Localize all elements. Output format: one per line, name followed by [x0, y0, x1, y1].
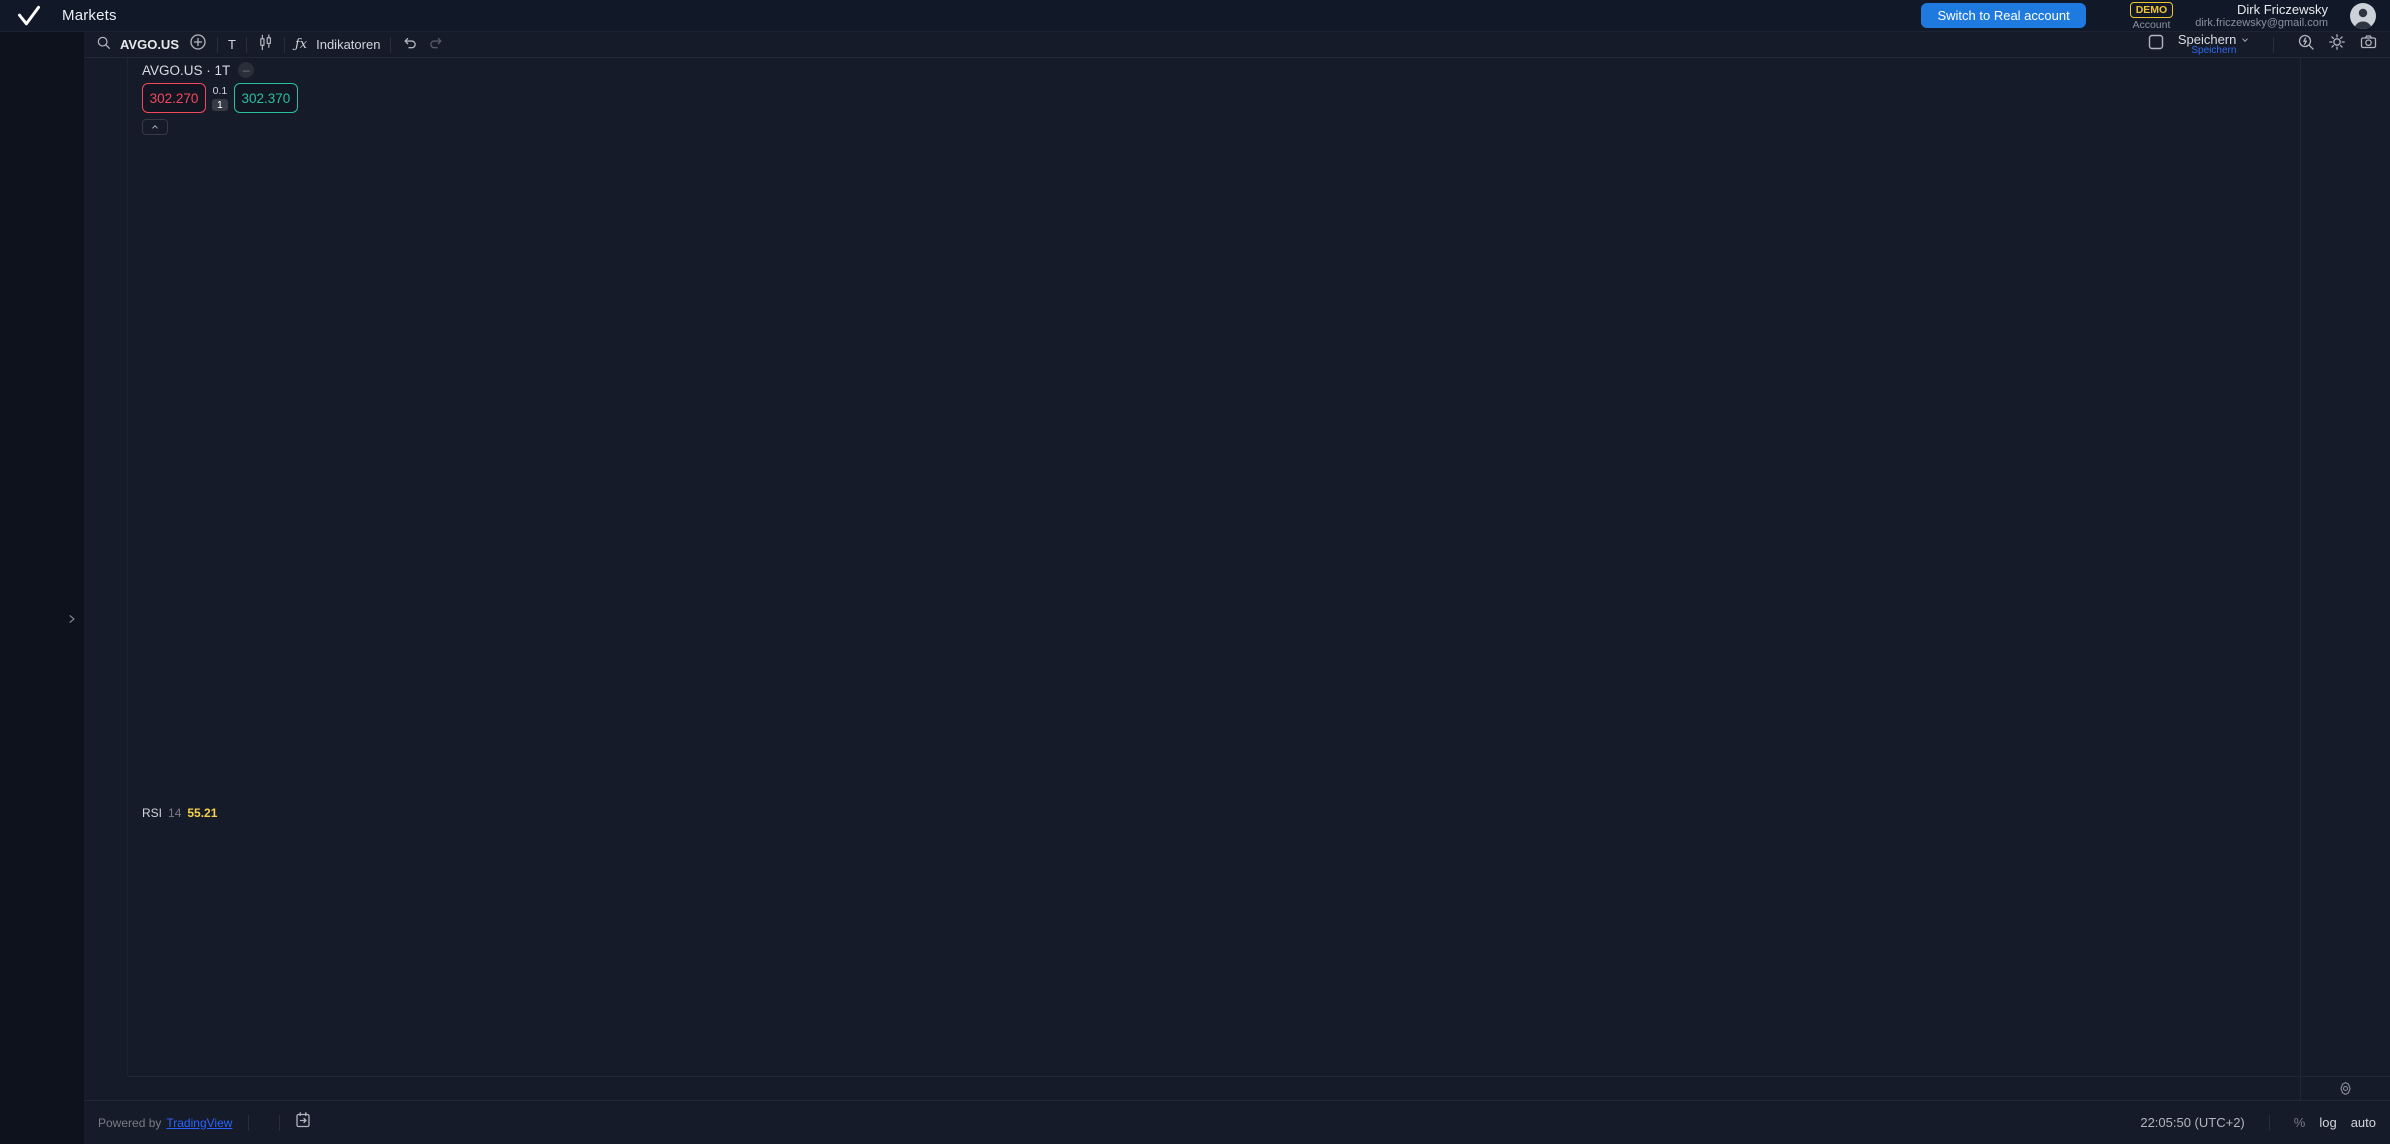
chart-legend: AVGO.US · 1T – 302.270 0.1 1 302.370 [142, 62, 298, 135]
rsi-name: RSI [142, 806, 163, 820]
demo-badge: DEMO [2129, 2, 2174, 18]
search-icon [96, 35, 111, 55]
toolbar-divider [390, 36, 392, 53]
compare-add-icon[interactable] [189, 33, 207, 56]
indicators-button[interactable]: ƒx Indikatoren [295, 37, 380, 52]
chart-widget: AVGO.US T ƒx Indikatoren Speichern Speic… [84, 32, 2390, 1144]
candle-style-icon[interactable] [257, 33, 274, 56]
log-scale-button[interactable]: log [2319, 1115, 2337, 1130]
toolbar-divider [283, 36, 285, 53]
app-sidebar [0, 32, 42, 1144]
bottom-bar-right: 22:05:50 (UTC+2) % log auto [2140, 1114, 2376, 1131]
demo-account-badge: DEMO Account [2129, 0, 2174, 31]
drawing-toolbar [84, 58, 128, 1076]
save-tooltip: Speichern [2191, 44, 2237, 56]
redo-icon[interactable] [428, 34, 445, 56]
interval-button[interactable]: T [228, 37, 236, 52]
symbol-search[interactable]: AVGO.US [96, 35, 179, 55]
clock-label[interactable]: 22:05:50 (UTC+2) [2140, 1115, 2245, 1130]
rsi-value: 55.21 [187, 806, 218, 820]
auto-scale-button[interactable]: auto [2350, 1115, 2376, 1130]
time-axis[interactable] [128, 1076, 2300, 1100]
save-button[interactable]: Speichern Speichern [2177, 31, 2250, 56]
switch-to-real-account-button[interactable]: Switch to Real account [1921, 3, 2086, 28]
expand-panel-chevron-icon[interactable] [66, 612, 78, 631]
tradingview-link[interactable]: TradingView [166, 1115, 233, 1130]
buy-button[interactable]: 302.370 [233, 83, 298, 113]
toolbar-divider [245, 36, 247, 53]
demo-badge-label: Account [2132, 19, 2171, 31]
bottom-divider [2268, 1114, 2270, 1131]
legend-collapse-icon[interactable]: – [238, 62, 255, 78]
camera-icon[interactable] [2359, 33, 2378, 56]
undo-icon[interactable] [401, 34, 418, 56]
percent-scale-button[interactable]: % [2293, 1115, 2306, 1130]
user-info[interactable]: Dirk Friczewsky dirk.friczewsky@gmail.co… [2195, 2, 2328, 29]
toolbar-divider [217, 36, 218, 53]
top-bar: Markets Switch to Real account DEMO Acco… [0, 0, 2390, 32]
spread-display: 0.1 1 [212, 85, 228, 111]
quantity-value[interactable]: 1 [212, 99, 228, 111]
rsi-params: 14 [168, 806, 182, 820]
checkbox-layout-icon[interactable] [2147, 33, 2165, 56]
chart-toolbar: AVGO.US T ƒx Indikatoren Speichern Speic… [84, 32, 2390, 58]
sell-button[interactable]: 302.270 [142, 83, 206, 113]
top-bar-right: Switch to Real account DEMO Account Dirk… [1921, 0, 2390, 31]
quick-search-icon[interactable] [2297, 33, 2315, 56]
avatar[interactable] [2350, 2, 2376, 29]
chevron-down-icon [2242, 37, 2248, 42]
chart-plot [128, 58, 2300, 1076]
spread-value: 0.1 [212, 85, 228, 97]
legend-collapse-button[interactable] [142, 119, 168, 135]
bottom-divider [279, 1114, 281, 1131]
gear-icon[interactable] [2328, 33, 2346, 56]
price-axis[interactable] [2300, 58, 2390, 1076]
bottom-bar: Powered by TradingView 22:05:50 (UTC+2) … [84, 1100, 2390, 1144]
indicators-label: Indikatoren [316, 37, 381, 52]
go-to-date-icon[interactable] [294, 1111, 312, 1134]
powered-by-label: Powered by [98, 1115, 162, 1130]
time-axis-corner[interactable] [2300, 1076, 2390, 1100]
page-title: Markets [62, 7, 117, 24]
chart-canvas[interactable]: AVGO.US · 1T – 302.270 0.1 1 302.370 [128, 58, 2300, 1076]
symbol-label: AVGO.US [120, 37, 179, 52]
save-label: Speichern [2177, 31, 2237, 47]
toolbar-divider [2273, 36, 2274, 53]
fx-icon: ƒx [294, 37, 308, 52]
user-email: dirk.friczewsky@gmail.com [2195, 17, 2328, 29]
axis-settings-gear-icon [2340, 1082, 2351, 1095]
chart-toolbar-right: Speichern Speichern [2147, 33, 2390, 56]
legend-symbol: AVGO.US · 1T [142, 62, 231, 78]
user-name: Dirk Friczewsky [2237, 2, 2328, 17]
bottom-divider [248, 1114, 250, 1131]
app-logo-icon [12, 4, 46, 28]
rsi-legend: RSI 14 55.21 [142, 806, 217, 820]
